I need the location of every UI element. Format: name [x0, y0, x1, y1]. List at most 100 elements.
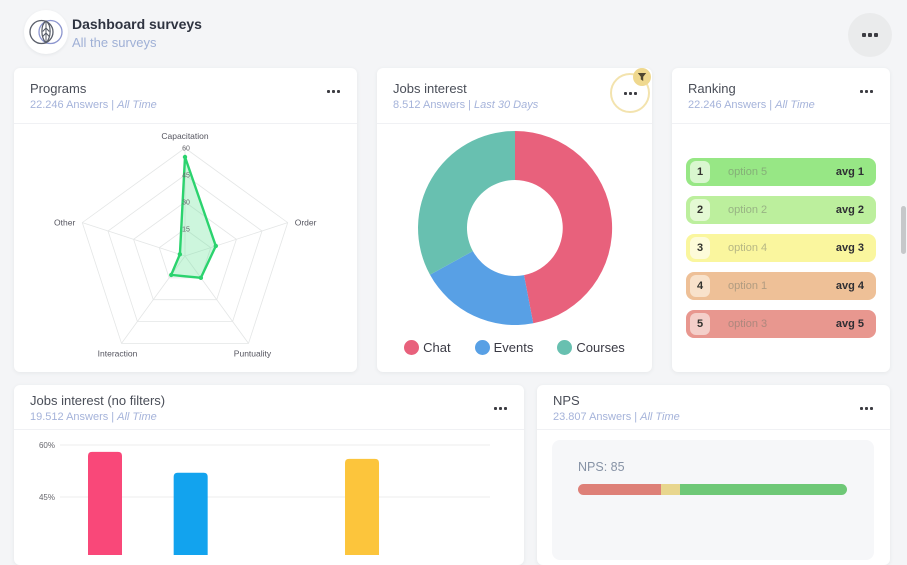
jobs-interest-card-header: Jobs interest 8.512 Answers | Last 30 Days [377, 68, 652, 124]
scrollbar-thumb[interactable] [901, 206, 906, 254]
rank-avg-label: avg 4 [835, 280, 864, 292]
separator: | [468, 99, 472, 111]
period-label: Last 30 Days [474, 99, 539, 111]
nps-card-header: NPS 23.807 Answers | All Time [537, 385, 890, 430]
ranking-card: Ranking 22.246 Answers | All Time 1 option … [672, 68, 890, 372]
radar-axis-label: Interaction [98, 348, 138, 358]
period-label: All Time [117, 411, 157, 423]
programs-card: Programs 22.246 Answers | All Time 15 30 45 6… [14, 68, 357, 372]
ranking-row-4: 4 option 1 avg 4 [686, 272, 876, 300]
answers-count: 22.246 Answers [30, 99, 109, 111]
rank-number-badge: 5 [690, 313, 710, 335]
rank-option-label: option 2 [728, 204, 768, 216]
bar-slot-3 [345, 458, 380, 555]
page-subtitle: All the surveys [72, 35, 157, 50]
donut-slice-chat [515, 130, 613, 324]
leaf-icon [29, 19, 63, 45]
separator: | [111, 411, 115, 423]
page-header: Dashboard surveys All the surveys [0, 0, 907, 64]
more-dots-icon [862, 33, 878, 37]
legend-item-courses[interactable]: Courses [557, 340, 625, 355]
card-menu-button[interactable] [855, 401, 877, 415]
donut-slice-events [430, 251, 534, 326]
legend-label: Events [493, 340, 534, 355]
period-label: All Time [117, 99, 157, 111]
card-title: Ranking [688, 81, 736, 96]
legend-item-events[interactable]: Events [474, 340, 534, 355]
bar-chart: 60% 45% [39, 441, 490, 555]
more-dots-icon [623, 91, 637, 95]
answers-count: 23.807 Answers [553, 411, 632, 423]
rank-avg-label: avg 1 [835, 166, 864, 178]
card-subtitle: 19.512 Answers | All Time [30, 411, 508, 423]
donut-slice-courses [418, 131, 515, 275]
radar-axis-label: Order [295, 218, 317, 228]
rank-number-badge: 2 [690, 199, 710, 221]
more-dots-icon [493, 406, 507, 410]
card-title: Jobs interest (no filters) [30, 393, 166, 408]
svg-text:30: 30 [182, 200, 190, 207]
svg-text:15: 15 [182, 227, 190, 234]
rank-number-badge: 4 [690, 275, 710, 297]
legend-label: Chat [423, 340, 451, 355]
bar-slot-0 [88, 451, 122, 555]
legend-label: Courses [576, 340, 625, 355]
card-subtitle: 23.807 Answers | All Time [553, 411, 874, 423]
nps-score-label: NPS: 85 [578, 460, 625, 474]
card-menu-button[interactable] [322, 84, 344, 98]
radar-axis-label: Other [54, 218, 75, 228]
period-label: All Time [640, 411, 680, 423]
ranking-card-header: Ranking 22.246 Answers | All Time [672, 68, 890, 124]
legend-dot [404, 340, 420, 355]
nps-segment-1 [661, 484, 681, 495]
jobs-interest-card: Jobs interest 8.512 Answers | Last 30 Days… [377, 68, 652, 372]
ranking-row-3: 3 option 4 avg 3 [686, 234, 876, 262]
card-menu-filter-button[interactable] [610, 68, 651, 113]
separator: | [111, 99, 115, 111]
y-axis-tick: 45% [39, 493, 55, 502]
jobs-no-filters-card-header: Jobs interest (no filters) 19.512 Answer… [14, 385, 524, 430]
rank-option-label: option 4 [728, 242, 768, 254]
card-menu-button[interactable] [489, 401, 511, 415]
nps-panel: NPS: 85 [552, 440, 874, 560]
rank-option-label: option 1 [728, 280, 768, 292]
card-title: NPS [553, 393, 580, 408]
page-scrollbar [900, 0, 907, 515]
header-menu-button[interactable] [848, 13, 892, 57]
legend-item-chat[interactable]: Chat [404, 340, 451, 355]
rank-avg-label: avg 3 [835, 242, 864, 254]
card-subtitle: 8.512 Answers | Last 30 Days [393, 99, 636, 111]
svg-text:60: 60 [182, 146, 190, 153]
rank-number-badge: 1 [690, 161, 710, 183]
period-label: All Time [775, 99, 815, 111]
card-title: Programs [30, 81, 87, 96]
separator: | [769, 99, 773, 111]
programs-card-header: Programs 22.246 Answers | All Time [14, 68, 357, 124]
rank-option-label: option 3 [728, 318, 768, 330]
rank-number-badge: 3 [690, 237, 710, 259]
bar-slot-1 [173, 472, 208, 555]
page-title: Dashboard surveys [72, 16, 202, 32]
y-axis-tick: 60% [39, 441, 55, 450]
funnel-icon [637, 73, 647, 81]
separator: | [634, 411, 638, 423]
card-subtitle: 22.246 Answers | All Time [688, 99, 874, 111]
legend-dot [474, 340, 490, 355]
more-dots-icon [859, 406, 873, 410]
radar-chart: 15 30 45 60 Capacitation Order Puntuality Inter… [54, 131, 317, 358]
card-subtitle: 22.246 Answers | All Time [30, 99, 341, 111]
card-menu-button[interactable] [855, 84, 877, 98]
nps-segment-0 [578, 484, 662, 495]
radar-axis-label: Puntuality [234, 348, 272, 358]
donut-legend: Chat Events Courses [377, 340, 652, 355]
rank-avg-label: avg 5 [835, 318, 864, 330]
rank-option-label: option 5 [728, 166, 768, 178]
app-logo [24, 10, 68, 54]
nps-gauge-bar [578, 484, 847, 495]
answers-count: 22.246 Answers [688, 99, 767, 111]
nps-card: NPS 23.807 Answers | All Time NPS: 85 [537, 385, 890, 565]
more-dots-icon [859, 89, 873, 93]
donut-chart [418, 130, 613, 326]
nps-segment-2 [680, 484, 847, 495]
